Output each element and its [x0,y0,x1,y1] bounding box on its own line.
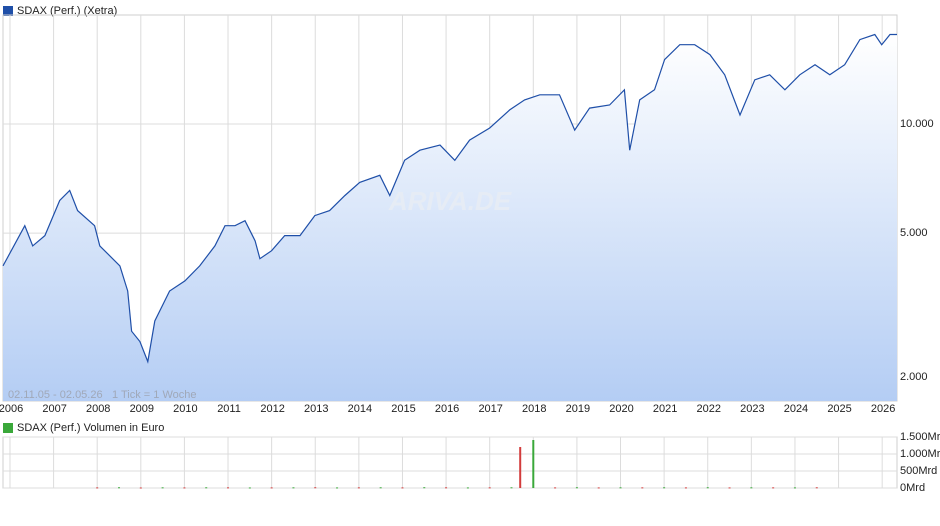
x-tick-label: 2012 [260,403,284,415]
x-tick-label: 2019 [566,403,590,415]
x-tick-label: 2008 [86,403,110,415]
bar [532,439,535,488]
bar [292,487,295,489]
bar [227,487,230,489]
bar [139,487,142,489]
bar [641,487,644,489]
x-tick-label: 2018 [522,403,546,415]
x-tick-label: 2015 [391,403,415,415]
x-tick-label: 2026 [871,403,895,415]
y-tick-label: 1.000Mrd [900,448,940,460]
bar [357,487,360,489]
bar [445,487,448,489]
range-note: 02.11.05 - 02.05.26 [8,389,103,401]
x-tick-label: 2013 [304,403,328,415]
bar [488,487,491,489]
bar [575,487,578,489]
bar [270,487,273,489]
y-tick-label: 10.000 [900,118,934,130]
bar [161,487,164,489]
bar [706,487,709,489]
bar [793,487,796,489]
watermark: ARIVA.DE [388,186,512,216]
legend-swatch [3,423,13,433]
x-tick-label: 2025 [827,403,851,415]
bar [554,487,557,489]
volume-panel: 0Mrd 500Mrd 1.000Mrd 1.500Mrd [2,431,940,494]
x-tick-label: 2021 [653,403,677,415]
line [2,33,897,364]
bar [772,487,775,489]
legend-swatch [3,6,13,16]
chart-title: SDAX (Perf.) (Xetra) [17,5,117,17]
area [3,34,897,401]
y-tick-label: 1.500Mrd [900,431,940,443]
bar [597,487,600,489]
bar [510,487,513,489]
bar [519,446,522,488]
tick-note: 1 Tick = 1 Woche [112,389,196,401]
bar [336,487,339,489]
bar [423,487,426,489]
bar [815,487,818,489]
bar [466,487,469,489]
x-tick-label: 2009 [130,403,154,415]
bar [205,487,208,489]
y-tick-label: 5.000 [900,227,928,239]
x-tick-label: 2016 [435,403,459,415]
x-tick-label: 2017 [478,403,502,415]
x-tick-label: 2022 [696,403,720,415]
bar [663,487,666,489]
plot-frame [2,436,898,489]
bar [118,487,121,489]
bar [183,487,186,489]
bar [619,487,622,489]
bar [401,487,404,489]
bar [96,487,99,489]
bar [750,487,753,489]
y-tick-label: 500Mrd [900,465,937,477]
x-tick-label: 2024 [784,403,808,415]
x-tick-label: 2006 [0,403,23,415]
x-tick-label: 2023 [740,403,764,415]
x-tick-label: 2020 [609,403,633,415]
bar [314,487,317,489]
x-tick-label: 2010 [173,403,197,415]
x-tick-label: 2014 [348,403,372,415]
x-tick-label: 2011 [217,403,241,415]
y-tick-label: 0Mrd [900,482,925,494]
y-tick-label: 2.000 [900,371,928,383]
chart-title: SDAX (Perf.) Volumen in Euro [17,422,164,434]
bar [379,487,382,489]
bar [248,487,251,489]
bar [684,487,687,489]
bar [728,487,731,489]
price-panel: 2.000 5.000 10.000 2006 2007 2008 2009 2010 2011… [0,14,934,415]
x-tick-label: 2007 [42,403,66,415]
